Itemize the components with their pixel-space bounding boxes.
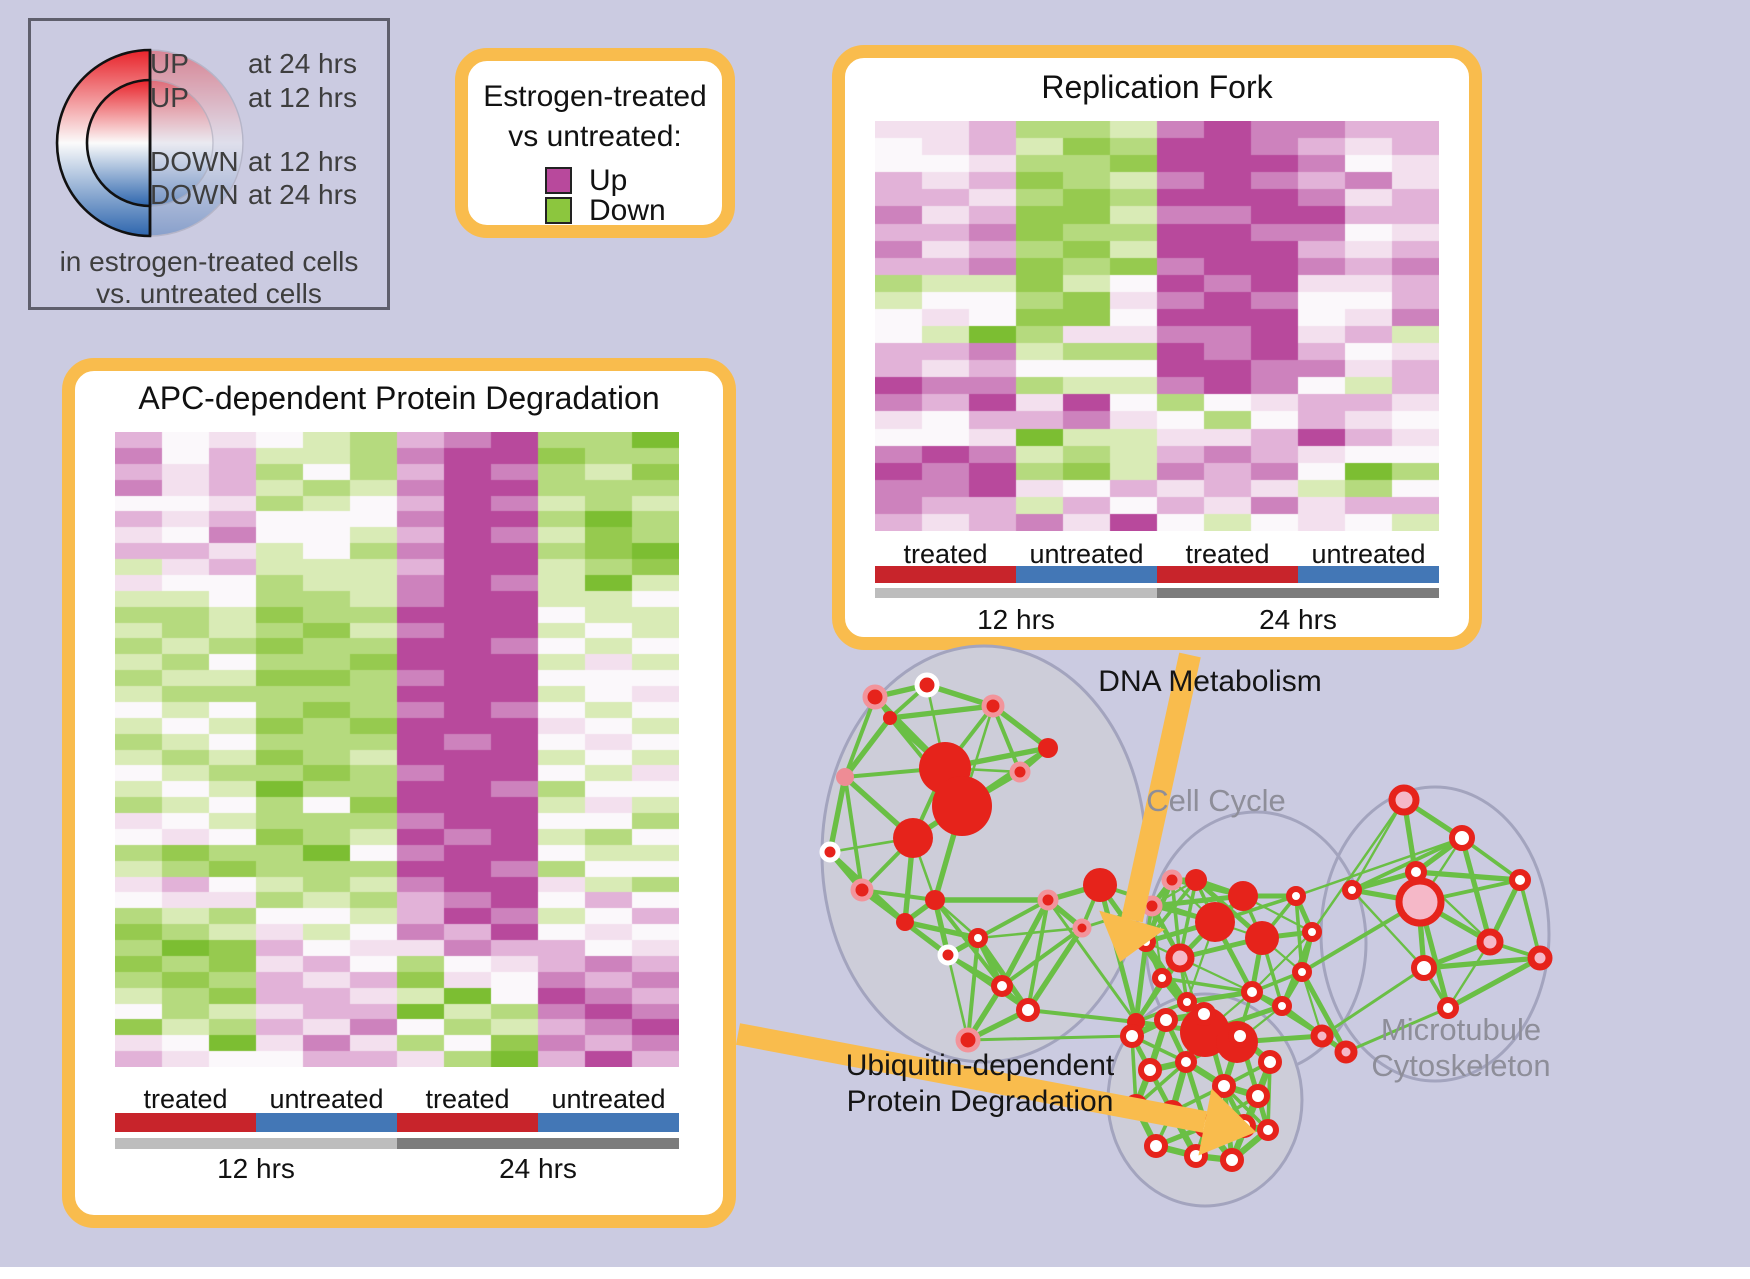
ring-time-24-outer: at 24 hrs <box>248 48 357 79</box>
ring-time-12-lower: at 12 hrs <box>248 146 357 177</box>
up-key-label: Up <box>589 164 628 197</box>
rf-time-12hrs: 12 hrs <box>977 604 1055 635</box>
apc-title: APC-dependent Protein Degradation <box>138 380 660 416</box>
network-label-cell-cycle: Cell Cycle <box>1146 783 1286 818</box>
apc-time-12hrs: 12 hrs <box>217 1153 295 1184</box>
apc-group-untreated-12: untreated <box>269 1084 384 1114</box>
treatment-bar-segment <box>397 1113 538 1132</box>
network-label-dna-metabolism: DNA Metabolism <box>1098 665 1322 698</box>
ring-label-up-inner: UP <box>150 82 189 113</box>
rf-time-bar <box>875 588 1439 598</box>
ring-legend-diagram <box>55 48 244 238</box>
replication-fork-title: Replication Fork <box>1041 69 1273 105</box>
treatment-bar-segment <box>538 1113 679 1132</box>
rf-group-untreated-12: untreated <box>1029 539 1144 569</box>
apc-group-treated-24: treated <box>425 1084 510 1114</box>
ring-time-24-lower: at 24 hrs <box>248 179 357 210</box>
ring-label-down-inner: DOWN <box>150 146 239 177</box>
network-label-ubiquitin-degradation: Ubiquitin-dependent Protein Degradation <box>845 1049 1115 1118</box>
apc-group-untreated-24: untreated <box>551 1084 666 1114</box>
down-key-label: Down <box>589 194 666 227</box>
color-key-box <box>455 48 735 238</box>
treatment-bar-segment <box>875 566 1016 583</box>
apc-treatment-bar <box>115 1113 679 1132</box>
time-bar-segment <box>115 1138 397 1149</box>
up-color-swatch <box>545 167 572 194</box>
treatment-bar-segment <box>1016 566 1157 583</box>
network-label-microtubule-cytoskeleton: Microtubule Cytoskeleton <box>1371 1012 1551 1083</box>
apc-heatmap <box>115 432 679 1067</box>
ring-time-12-inner: at 12 hrs <box>248 82 357 113</box>
treatment-bar-segment <box>1157 566 1298 583</box>
treatment-bar-segment <box>256 1113 397 1132</box>
apc-group-treated-12: treated <box>143 1084 228 1114</box>
color-key-title: Estrogen-treated vs untreated: <box>483 80 707 153</box>
bottom-margin <box>0 1267 1750 1279</box>
rf-group-treated-24: treated <box>1185 539 1270 569</box>
time-bar-segment <box>397 1138 679 1149</box>
treatment-bar-segment <box>1298 566 1439 583</box>
rf-group-untreated-24: untreated <box>1311 539 1426 569</box>
rf-group-treated-12: treated <box>903 539 988 569</box>
down-color-swatch <box>545 197 572 224</box>
time-bar-segment <box>1157 588 1439 598</box>
ring-legend-caption: in estrogen-treated cells vs. untreated … <box>59 246 359 309</box>
rf-time-24hrs: 24 hrs <box>1259 604 1337 635</box>
time-bar-segment <box>875 588 1157 598</box>
apc-time-bar <box>115 1138 679 1149</box>
treatment-bar-segment <box>115 1113 256 1132</box>
replication-fork-heatmap <box>875 121 1439 531</box>
rf-treatment-bar <box>875 566 1439 583</box>
ring-label-up-outer: UP <box>150 48 189 79</box>
apc-time-24hrs: 24 hrs <box>499 1153 577 1184</box>
ring-legend-box <box>28 18 390 310</box>
ring-label-down-outer: DOWN <box>150 179 239 210</box>
